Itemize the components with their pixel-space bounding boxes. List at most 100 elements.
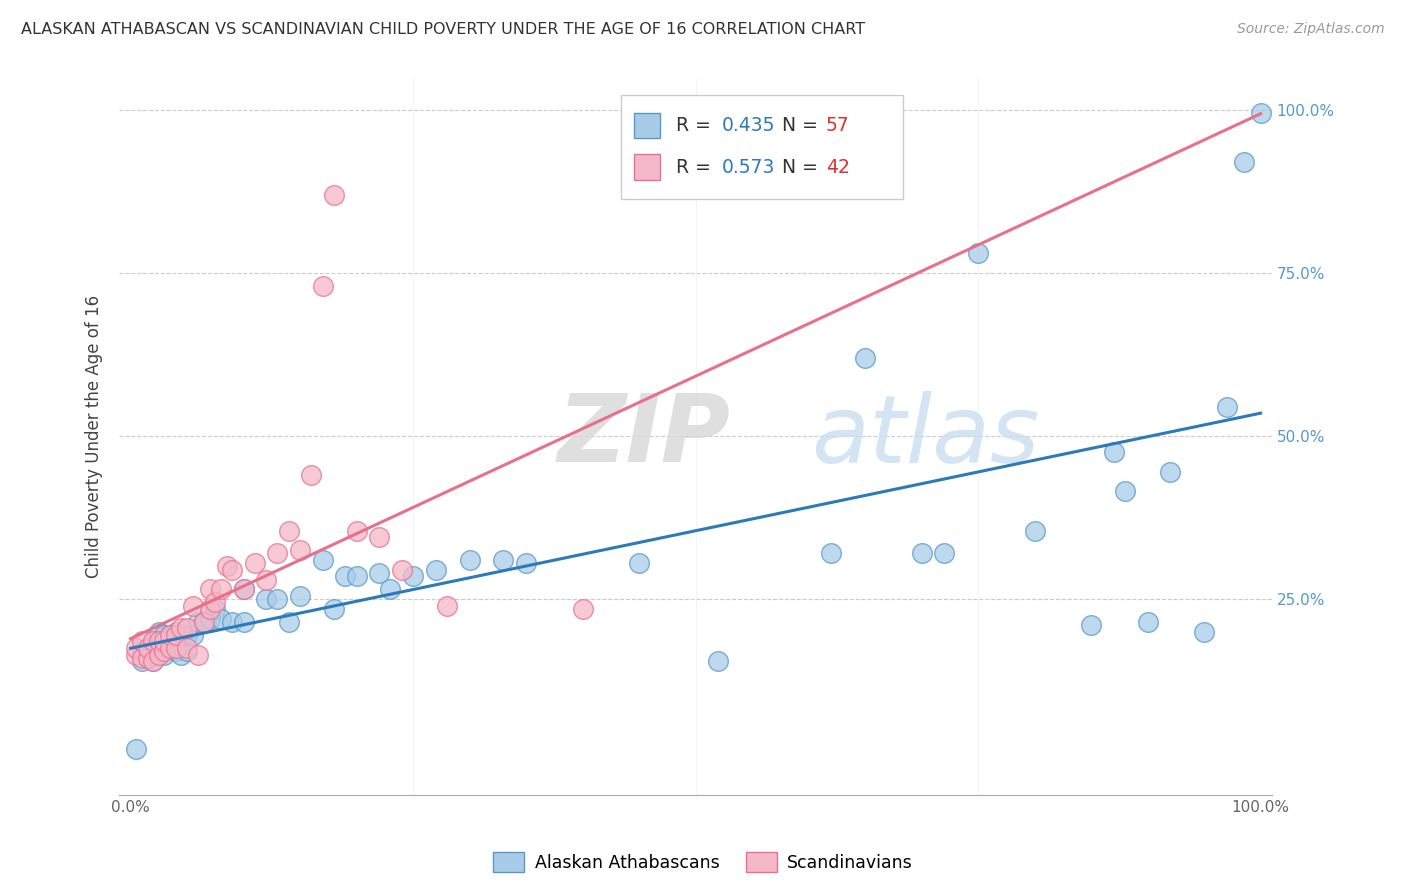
FancyBboxPatch shape (634, 154, 659, 180)
Point (1080, 618, 1102, 632)
Point (165, 644, 187, 658)
Point (934, 546, 956, 560)
Point (346, 569, 368, 583)
Point (136, 650, 159, 665)
Point (1159, 465, 1181, 479)
Point (380, 582, 402, 597)
Point (142, 634, 165, 648)
Point (221, 615, 243, 629)
Text: 0.435: 0.435 (723, 116, 776, 135)
Point (1215, 400, 1237, 414)
Y-axis label: Child Poverty Under the Age of 16: Child Poverty Under the Age of 16 (86, 294, 103, 578)
Point (165, 624, 187, 639)
Point (1024, 524, 1046, 538)
Point (142, 654, 165, 668)
Point (209, 582, 232, 597)
Point (1114, 484, 1136, 499)
Point (311, 553, 333, 567)
Point (820, 546, 842, 560)
Text: 42: 42 (825, 158, 849, 177)
Point (204, 602, 226, 616)
Point (165, 628, 187, 642)
Point (170, 648, 193, 662)
Point (436, 599, 458, 613)
Point (159, 628, 181, 642)
Point (368, 530, 391, 544)
Point (131, 650, 153, 665)
Point (187, 615, 209, 629)
Point (176, 628, 198, 642)
Point (232, 582, 254, 597)
Point (209, 612, 232, 626)
Point (221, 563, 243, 577)
Point (136, 650, 159, 665)
Text: N =: N = (782, 116, 824, 135)
Text: R =: R = (676, 158, 717, 177)
Point (198, 602, 221, 616)
FancyBboxPatch shape (634, 112, 659, 138)
Point (335, 569, 357, 583)
Point (125, 640, 148, 655)
Point (277, 524, 299, 538)
Point (492, 553, 515, 567)
Point (165, 640, 187, 655)
Point (323, 602, 346, 616)
Text: ZIP: ZIP (557, 390, 730, 482)
Point (288, 543, 311, 558)
Point (153, 634, 176, 648)
Point (193, 615, 215, 629)
Point (142, 634, 165, 648)
Point (299, 468, 322, 483)
Point (204, 595, 226, 609)
Point (967, 246, 990, 260)
Point (153, 648, 176, 662)
Point (515, 556, 537, 570)
Point (277, 615, 299, 629)
Point (215, 559, 238, 574)
Point (402, 569, 425, 583)
Point (458, 553, 481, 567)
Point (176, 640, 198, 655)
Point (1102, 445, 1125, 459)
Point (266, 592, 288, 607)
Text: ALASKAN ATHABASCAN VS SCANDINAVIAN CHILD POVERTY UNDER THE AGE OF 16 CORRELATION: ALASKAN ATHABASCAN VS SCANDINAVIAN CHILD… (21, 22, 865, 37)
Point (176, 622, 198, 636)
Point (571, 602, 593, 616)
Point (148, 648, 170, 662)
FancyBboxPatch shape (620, 95, 903, 200)
Legend: Alaskan Athabascans, Scandinavians: Alaskan Athabascans, Scandinavians (486, 845, 920, 879)
Point (159, 640, 181, 655)
Point (131, 654, 153, 668)
Text: atlas: atlas (811, 391, 1039, 482)
Point (628, 556, 651, 570)
Point (254, 573, 277, 587)
Point (142, 654, 165, 668)
Point (148, 634, 170, 648)
Point (243, 556, 266, 570)
Point (198, 582, 221, 597)
Point (254, 592, 277, 607)
Text: 0.573: 0.573 (723, 158, 776, 177)
Point (368, 566, 391, 580)
Text: R =: R = (676, 116, 717, 135)
Point (170, 622, 193, 636)
Point (181, 628, 204, 642)
Point (153, 644, 176, 658)
Point (910, 546, 932, 560)
Point (148, 644, 170, 658)
Point (232, 615, 254, 629)
Point (1233, 155, 1256, 169)
Point (159, 628, 181, 642)
Point (707, 654, 730, 668)
Point (232, 582, 254, 597)
Point (125, 742, 148, 756)
Point (131, 644, 153, 658)
Point (853, 351, 876, 365)
Text: 57: 57 (825, 116, 849, 135)
Point (1250, 106, 1272, 120)
Point (148, 624, 170, 639)
Point (176, 644, 198, 658)
Point (181, 599, 204, 613)
Point (187, 648, 209, 662)
Point (288, 589, 311, 603)
